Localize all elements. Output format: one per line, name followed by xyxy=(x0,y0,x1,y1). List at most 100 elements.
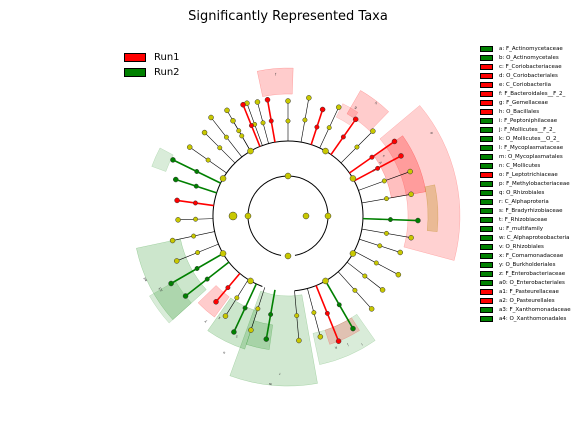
tree-node xyxy=(223,134,229,140)
clade-legend-swatch xyxy=(480,270,493,277)
clade-legend-item: v: O_Rhizobiales xyxy=(480,242,571,251)
clade-legend-label: j: F_Mollicutes__F_2_ xyxy=(499,126,556,133)
tree-node xyxy=(324,212,332,220)
tree-node xyxy=(284,172,292,180)
clade-legend-item: a: F_Actinomycetaceae xyxy=(480,44,571,53)
clade-legend-label: z: F_Enterobacteriaceae xyxy=(499,270,566,277)
tree-node xyxy=(247,147,254,155)
clade-legend-item: d: O_Coriobacteriales xyxy=(480,71,571,80)
band-letter: i xyxy=(361,342,364,346)
tree-node xyxy=(352,116,359,123)
band-letter: w xyxy=(269,382,272,386)
tree-node xyxy=(368,306,375,312)
tree-node xyxy=(354,144,360,150)
tree-node xyxy=(264,97,271,103)
tree-node xyxy=(255,306,261,312)
chart-title: Significantly Represented Taxa xyxy=(188,9,388,24)
clade-legend-swatch xyxy=(480,189,493,196)
tree-node xyxy=(263,336,270,342)
clade-legend-swatch xyxy=(480,171,493,178)
tree-node xyxy=(260,120,266,126)
tree-node xyxy=(173,176,179,183)
clade-legend-label: g: F_Gemellaceae xyxy=(499,99,548,106)
clade-legend-item: z: F_Enterobacteriaceae xyxy=(480,269,571,278)
clade-legend-item: b: O_Actinomycetales xyxy=(480,53,571,62)
clade-highlight-band xyxy=(245,320,273,350)
tree-node xyxy=(173,258,180,264)
clade-legend-label: w: C_Alphaproteobacteria xyxy=(499,234,570,241)
tree-nodes xyxy=(168,95,421,344)
band-letter: f xyxy=(275,72,277,76)
clade-legend-label: y: O_Burkholderiales xyxy=(499,261,556,268)
band-letter: c xyxy=(382,154,386,158)
clade-highlight-band xyxy=(379,105,461,261)
tree-node xyxy=(192,200,198,206)
tree-node xyxy=(244,212,252,220)
clade-legend-swatch xyxy=(480,126,493,133)
clade-legend-item: a4: O_Xanthomonadales xyxy=(480,314,571,323)
tree-node xyxy=(240,101,246,108)
clade-legend-item: e: C_Coriobacteriia xyxy=(480,80,571,89)
clade-legend-item: a2: O_Pasteurellales xyxy=(480,296,571,305)
tree-arc xyxy=(212,140,364,292)
tree-node xyxy=(322,147,329,155)
tree-node xyxy=(349,250,357,257)
tree-node xyxy=(375,165,381,171)
tree-node xyxy=(397,249,403,256)
clade-legend-label: t: F_Rhizobiaceae xyxy=(499,216,548,223)
tree-node xyxy=(254,99,261,105)
clade-legend-item: r: C_Alphaproteria xyxy=(480,197,571,206)
tree-node xyxy=(205,157,211,163)
band-letter: y xyxy=(203,319,207,323)
tree-node xyxy=(193,216,199,222)
clade-legend-swatch xyxy=(480,225,493,232)
clade-legend-item: a3: F_Xanthomonadaceae xyxy=(480,305,571,314)
tree-node xyxy=(408,191,414,198)
tree-node xyxy=(384,230,389,236)
clade-legend-item: j: F_Mollicutes__F_2_ xyxy=(480,125,571,134)
clade-legend-label: a2: O_Pasteurellales xyxy=(499,297,555,304)
tree-node xyxy=(373,260,379,266)
clade-legend-label: h: O_Bacillales xyxy=(499,108,540,115)
clade-legend-label: a0: O_Enterobacteriales xyxy=(499,279,565,286)
band-labels: ab c g h f p i j k s t u w r x y a3 a4 xyxy=(142,72,434,386)
clade-legend-swatch xyxy=(480,252,493,259)
clade-legend-label: b: O_Actinomycetales xyxy=(499,54,559,61)
clade-legend-label: v: O_Rhizobiales xyxy=(499,243,544,250)
run-legend: Run1 Run2 xyxy=(124,50,180,80)
clade-legend-item: k: O_Mollicutes__O_2_ xyxy=(480,134,571,143)
tree-node xyxy=(224,107,230,114)
clade-legend-item: c: F_Coriobacteriaceae xyxy=(480,62,571,71)
clade-legend-item: l: F_Mycoplasmataceae xyxy=(480,143,571,152)
clade-legend-item: p: F_Methylobacteriaceae xyxy=(480,179,571,188)
tree-node xyxy=(236,128,242,134)
clade-legend-label: a4: O_Xanthomonadales xyxy=(499,315,567,322)
tree-node xyxy=(379,287,386,293)
clade-legend-item: a0: O_Enterobacteriales xyxy=(480,278,571,287)
tree-node xyxy=(362,273,368,279)
clade-highlight-band xyxy=(256,67,294,97)
band-letter: a xyxy=(378,161,383,165)
clade-legend-item: o: F_Leptotrichiaceae xyxy=(480,170,571,179)
clade-legend-label: u: F_multifamily xyxy=(499,225,544,232)
tree-node xyxy=(194,169,200,174)
clade-legend-label: d: O_Coriobacteriales xyxy=(499,72,558,79)
tree-node xyxy=(408,234,414,241)
band-letter: a3 xyxy=(158,287,164,293)
clade-legend-swatch xyxy=(480,117,493,124)
tree-node xyxy=(239,133,245,139)
band-letter: u xyxy=(222,351,226,356)
clade-highlight-band xyxy=(312,313,376,365)
tree-node xyxy=(170,157,176,163)
tree-node xyxy=(169,237,176,244)
clade-legend: a: F_Actinomycetaceae b: O_Actinomycetale… xyxy=(480,44,571,323)
legend-label: Run2 xyxy=(154,67,180,78)
clade-legend-label: e: C_Coriobacteriia xyxy=(499,81,552,88)
tree-node xyxy=(193,183,199,189)
clade-legend-label: i: F_Peptoniphilaceae xyxy=(499,117,558,124)
tree-node xyxy=(319,106,326,113)
tree-node xyxy=(407,168,413,175)
clade-legend-label: a: F_Actinomycetaceae xyxy=(499,45,563,52)
tree-node xyxy=(195,250,201,255)
